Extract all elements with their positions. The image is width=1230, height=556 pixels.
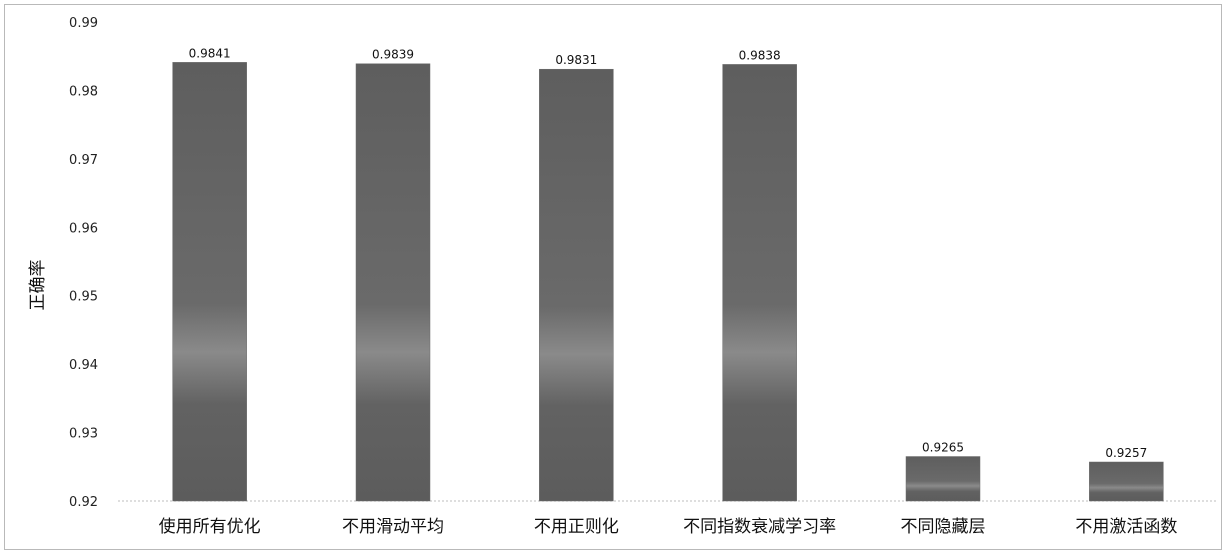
bar bbox=[172, 62, 247, 502]
y-tick-label: 0.97 bbox=[69, 153, 98, 168]
bar-value-label: 0.9839 bbox=[372, 48, 414, 62]
y-tick-label: 0.92 bbox=[69, 495, 98, 510]
y-tick-label: 0.98 bbox=[69, 84, 98, 99]
bar-value-label: 0.9838 bbox=[739, 48, 781, 62]
x-category-label: 使用所有优化 bbox=[159, 516, 261, 537]
bar-value-label: 0.9841 bbox=[189, 46, 231, 60]
y-axis-title-group: 正确率 bbox=[28, 260, 48, 311]
x-category-label: 不用正则化 bbox=[534, 517, 619, 537]
bar-value-label: 0.9265 bbox=[922, 441, 964, 455]
y-tick-label: 0.99 bbox=[69, 16, 98, 31]
y-tick-label: 0.96 bbox=[69, 221, 98, 236]
bar bbox=[722, 64, 797, 502]
bar-value-label: 0.9831 bbox=[555, 53, 597, 67]
bar bbox=[905, 456, 981, 502]
bars bbox=[172, 62, 1164, 502]
x-category-label: 不用滑动平均 bbox=[342, 517, 444, 537]
x-axis-category-labels: 使用所有优化 不用滑动平均 不用正则化 不同指数衰减学习率 不同隐藏层 不用激活函数 bbox=[159, 516, 1178, 537]
bar-value-label: 0.9257 bbox=[1105, 446, 1147, 460]
x-category-label: 不用激活函数 bbox=[1075, 517, 1177, 537]
data-labels: 0.9841 0.9839 0.9831 0.9838 0.9265 0.9257 bbox=[189, 46, 1148, 460]
x-category-label: 不同隐藏层 bbox=[901, 517, 986, 537]
bar bbox=[355, 63, 431, 502]
y-tick-label: 0.93 bbox=[69, 427, 98, 442]
x-category-label: 不同指数衰减学习率 bbox=[683, 517, 836, 537]
y-tick-label: 0.94 bbox=[69, 358, 98, 373]
bar bbox=[539, 68, 614, 502]
y-axis-title: 正确率 bbox=[28, 260, 48, 311]
bar bbox=[1089, 461, 1164, 502]
y-tick-label: 0.95 bbox=[69, 290, 98, 305]
y-axis-ticks: 0.92 0.93 0.94 0.95 0.96 0.97 0.98 0.99 bbox=[69, 16, 98, 510]
